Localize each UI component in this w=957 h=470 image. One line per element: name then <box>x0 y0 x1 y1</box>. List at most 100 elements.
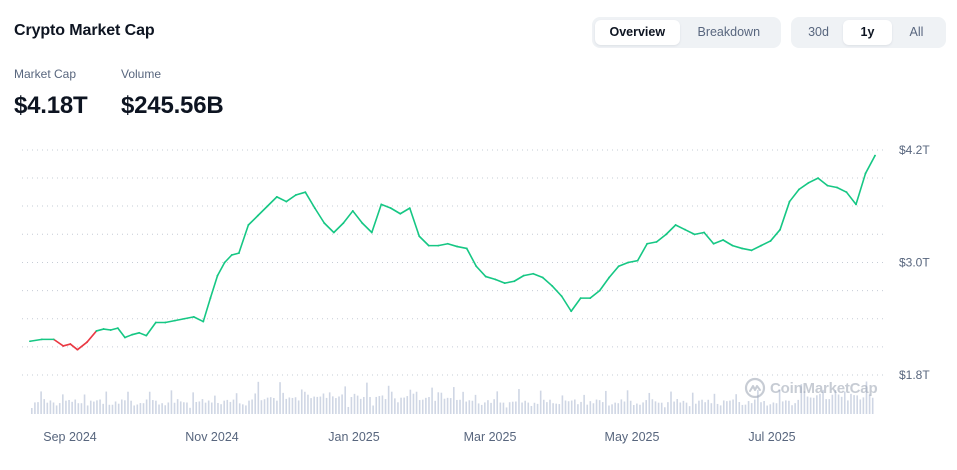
volume-bar <box>614 402 616 414</box>
price-segment <box>494 278 506 284</box>
volume-bar <box>741 404 744 414</box>
volume-bar <box>136 404 139 414</box>
data-point <box>323 222 326 225</box>
price-segment <box>864 154 876 175</box>
volume-bar <box>210 402 213 414</box>
volume-bar <box>291 397 294 414</box>
price-segment <box>117 327 126 339</box>
price-segment <box>446 242 459 248</box>
data-point <box>116 327 119 330</box>
price-line <box>29 154 876 351</box>
x-tick-label: Jan 2025 <box>328 430 379 444</box>
price-segment <box>124 333 133 339</box>
volume-bar <box>797 399 800 414</box>
volume-bar <box>806 396 809 414</box>
page-title: Crypto Market Cap <box>14 22 155 39</box>
volume-bar <box>629 400 632 414</box>
data-point <box>741 247 743 250</box>
price-segment <box>712 239 724 245</box>
volume-bar <box>840 396 843 414</box>
volume-bar <box>279 382 281 414</box>
volume-bar <box>642 402 644 414</box>
range-30d-button[interactable]: 30d <box>808 25 829 39</box>
x-tick-label: Sep 2024 <box>43 430 97 444</box>
price-segment <box>722 239 734 247</box>
volume-bar <box>254 393 257 414</box>
price-segment <box>551 285 563 298</box>
price-segment <box>164 319 176 324</box>
volume-bar <box>788 400 790 414</box>
data-point <box>40 338 43 341</box>
data-point <box>294 194 297 196</box>
price-segment <box>456 245 468 250</box>
price-segment <box>102 328 112 331</box>
volume-bar <box>539 390 542 414</box>
price-segment <box>750 244 762 252</box>
volume-bar <box>589 401 592 414</box>
volume-bar <box>632 405 635 414</box>
data-point <box>579 297 582 300</box>
tab-breakdown[interactable]: Breakdown <box>697 25 761 39</box>
data-point <box>154 321 157 324</box>
price-segment <box>333 222 345 234</box>
volume-bars <box>31 381 874 414</box>
data-point <box>503 282 506 285</box>
range-1y-button[interactable]: 1y <box>843 20 892 45</box>
volume-bar <box>43 399 46 414</box>
market-cap-label: Market Cap <box>14 67 77 81</box>
volume-bar <box>316 396 319 414</box>
volume-bar <box>459 399 461 414</box>
data-point <box>817 177 819 180</box>
volume-bar <box>114 401 117 414</box>
data-point <box>247 224 250 226</box>
volume-bar <box>772 402 775 414</box>
volume-bar <box>760 402 762 414</box>
volume-bar <box>372 405 374 414</box>
volume-bar <box>415 391 418 414</box>
data-point <box>475 265 478 268</box>
volume-bar <box>269 397 272 414</box>
volume-bar <box>319 396 322 414</box>
volume-bar <box>462 391 464 414</box>
data-point <box>361 222 364 225</box>
volume-bar <box>809 397 812 414</box>
volume-bar <box>536 403 539 414</box>
range-all-button[interactable]: All <box>909 25 924 39</box>
price-segment <box>202 297 212 323</box>
volume-bar <box>735 394 737 414</box>
price-segment <box>266 196 278 208</box>
volume-bar <box>713 393 716 414</box>
volume-bar <box>108 404 111 414</box>
volume-bar <box>397 402 399 414</box>
volume-bar <box>822 389 824 414</box>
price-segment <box>323 222 335 234</box>
price-segment <box>370 203 383 234</box>
tab-overview[interactable]: Overview <box>595 20 680 45</box>
volume-bar <box>127 391 129 414</box>
volume-bar <box>130 400 132 414</box>
volume-bar <box>871 397 874 414</box>
price-segment <box>131 332 140 336</box>
data-point <box>266 205 269 208</box>
price-segment <box>741 247 753 252</box>
data-point <box>145 334 148 337</box>
price-segment <box>314 207 326 224</box>
volume-bar <box>77 403 80 414</box>
volume-bar <box>102 403 104 414</box>
volume-bar <box>238 403 241 414</box>
price-segment <box>855 172 867 206</box>
price-segment <box>617 261 629 268</box>
volume-bar <box>68 399 70 414</box>
volume-bar <box>145 399 148 414</box>
data-point <box>52 338 55 341</box>
price-segment <box>646 241 658 245</box>
price-segment <box>503 280 516 284</box>
data-point <box>69 343 72 345</box>
price-segment <box>223 254 233 264</box>
data-point <box>124 336 126 339</box>
volume-bar <box>474 394 477 414</box>
price-segment <box>389 207 402 215</box>
price-segment <box>192 316 205 323</box>
volume-bar <box>691 392 694 414</box>
